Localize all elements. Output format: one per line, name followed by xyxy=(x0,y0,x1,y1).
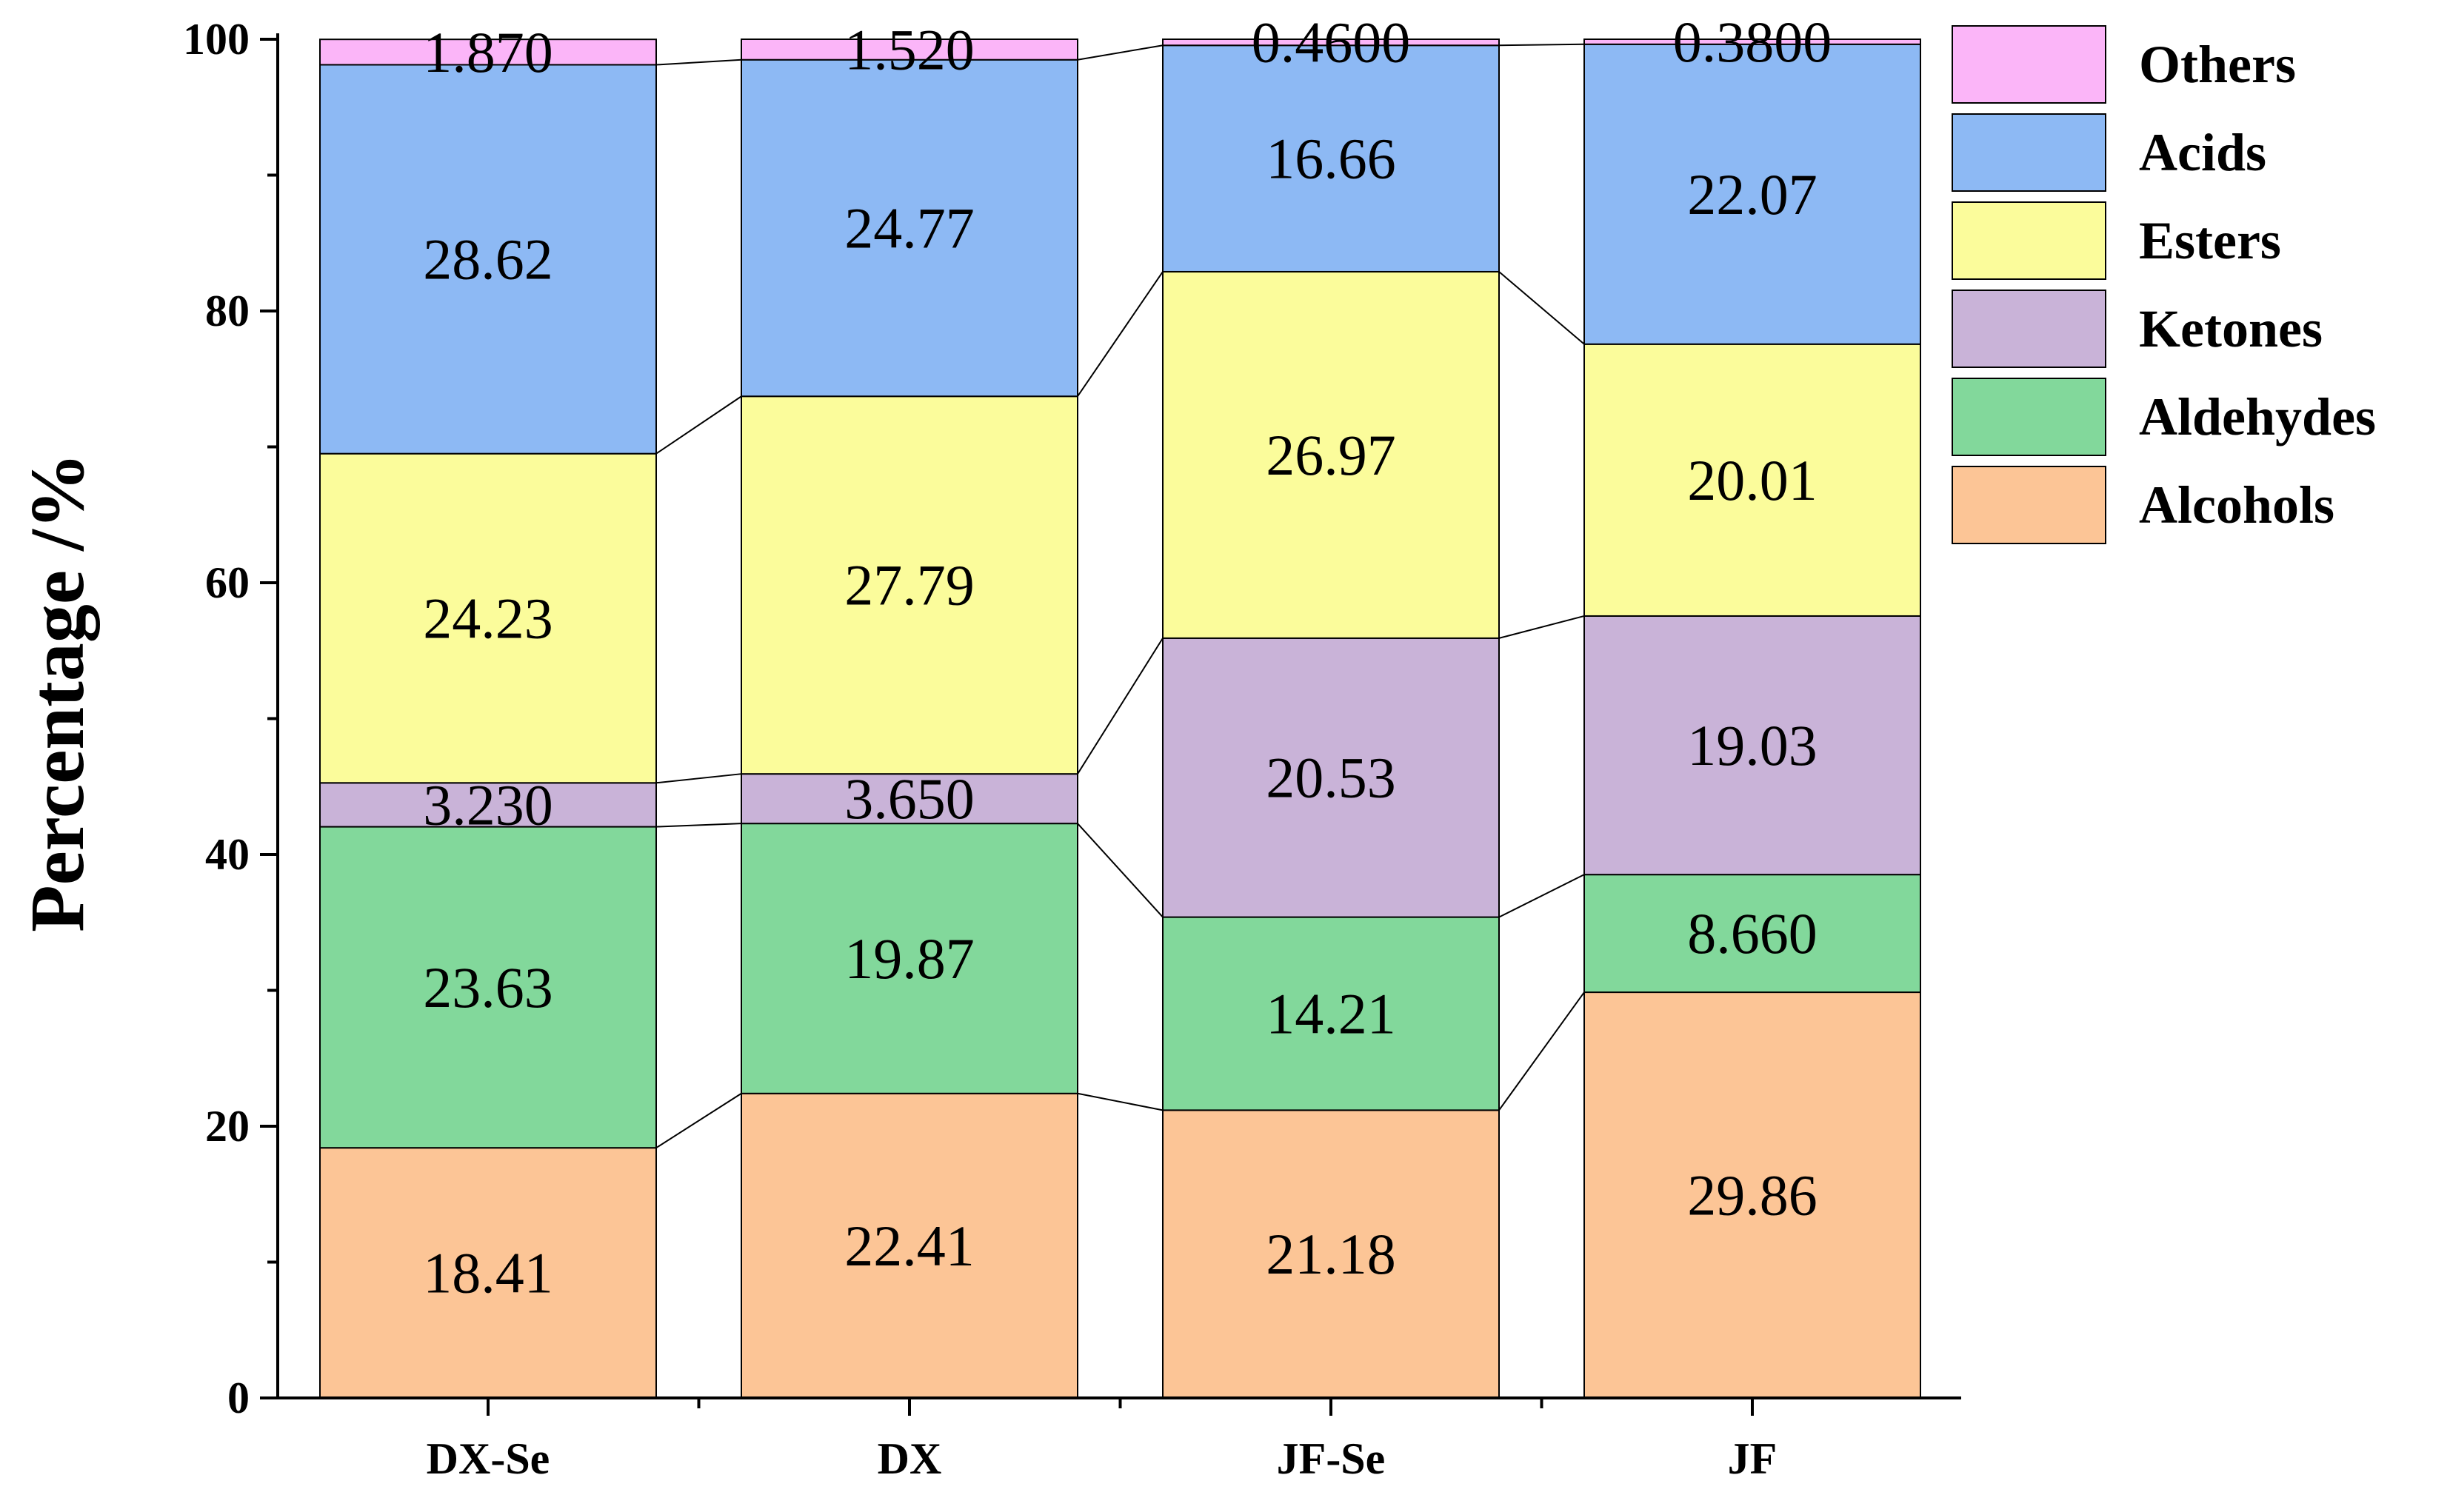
y-tick-label: 100 xyxy=(183,15,250,64)
connector-line xyxy=(655,58,742,66)
bar-segment-aldehydes-jf xyxy=(1583,874,1921,994)
x-tick-label-dx: DX xyxy=(878,1434,942,1483)
bar-segment-alcohols-jf xyxy=(1583,991,1921,1399)
bar-segment-alcohols-dx-se xyxy=(319,1147,657,1399)
connector-line xyxy=(1498,991,1585,1111)
legend-swatch-ketones xyxy=(1952,290,2106,368)
legend-label-others: Others xyxy=(2139,35,2296,94)
bar-segment-esters-jf-se xyxy=(1162,270,1500,639)
data-label-ketones-dx: 3.650 xyxy=(844,766,975,831)
connector-line xyxy=(1077,823,1164,918)
legend-label-acids: Acids xyxy=(2139,123,2266,182)
data-label-others-dx-se: 1.870 xyxy=(423,20,553,84)
bar-segment-others-dx-se xyxy=(319,39,657,66)
data-label-esters-dx-se: 24.23 xyxy=(423,586,553,650)
bar-segment-acids-dx-se xyxy=(319,64,657,455)
data-label-acids-dx: 24.77 xyxy=(844,195,975,260)
legend-swatch-alcohols xyxy=(1952,466,2106,544)
data-label-acids-jf-se: 16.66 xyxy=(1266,127,1396,191)
bar-segment-ketones-jf-se xyxy=(1162,637,1500,918)
legend-swatch-others xyxy=(1952,25,2106,104)
y-tick-label: 40 xyxy=(205,830,250,879)
bar-segment-aldehydes-dx xyxy=(741,823,1078,1094)
y-tick-label: 80 xyxy=(205,287,250,335)
x-tick-label-dx-se: DX-Se xyxy=(427,1434,550,1483)
bar-segment-ketones-dx xyxy=(741,773,1078,825)
connector-line xyxy=(1077,638,1164,775)
x-tick-label-jf-se: JF-Se xyxy=(1277,1434,1386,1483)
bar-segment-esters-dx-se xyxy=(319,452,657,784)
data-label-alcohols-jf-se: 21.18 xyxy=(1266,1222,1396,1286)
data-label-others-dx: 1.520 xyxy=(844,17,975,81)
y-axis-title: Percentage /% xyxy=(15,452,100,932)
data-label-aldehydes-jf: 8.660 xyxy=(1687,901,1818,966)
y-tick-label: 0 xyxy=(227,1374,250,1422)
data-label-aldehydes-dx: 19.87 xyxy=(844,926,975,991)
data-label-alcohols-dx-se: 18.41 xyxy=(423,1241,553,1305)
legend-swatch-esters xyxy=(1952,201,2106,280)
connector-line xyxy=(655,395,742,455)
data-label-aldehydes-jf-se: 14.21 xyxy=(1266,981,1396,1046)
connector-line xyxy=(1077,1092,1164,1111)
y-tick-label: 20 xyxy=(205,1102,250,1151)
data-label-esters-jf-se: 26.97 xyxy=(1266,423,1396,487)
data-label-alcohols-dx: 22.41 xyxy=(844,1214,975,1278)
connector-line xyxy=(655,1092,742,1149)
data-label-esters-jf: 20.01 xyxy=(1687,448,1818,512)
bar-segment-others-dx xyxy=(741,39,1078,61)
bar-segment-ketones-jf xyxy=(1583,615,1921,876)
bar-segment-alcohols-dx xyxy=(741,1092,1078,1399)
data-label-others-jf-se: 0.4600 xyxy=(1252,10,1411,75)
bar-segment-acids-jf xyxy=(1583,43,1921,345)
data-label-ketones-jf-se: 20.53 xyxy=(1266,746,1396,810)
bar-segment-ketones-dx-se xyxy=(319,782,657,828)
connector-line xyxy=(1077,271,1164,397)
data-label-esters-dx: 27.79 xyxy=(844,553,975,618)
bar-segment-others-jf xyxy=(1583,39,1921,45)
connector-line xyxy=(1077,44,1164,61)
plot-area: 18.41 22.41 21.18 29.86 23.63 19.87 14.21 8.660… xyxy=(183,10,1961,1483)
data-label-aldehydes-dx-se: 23.63 xyxy=(423,955,553,1020)
legend-label-aldehydes: Aldehydes xyxy=(2139,387,2376,446)
connector-line xyxy=(1498,615,1585,639)
connector-line xyxy=(655,773,742,784)
data-label-acids-jf: 22.07 xyxy=(1687,162,1818,227)
connector-line xyxy=(1498,43,1585,47)
data-label-alcohols-jf: 29.86 xyxy=(1687,1163,1818,1228)
connector-line xyxy=(655,823,742,828)
bar-segment-esters-jf xyxy=(1583,343,1921,617)
legend-swatch-acids xyxy=(1952,113,2106,192)
data-label-others-jf: 0.3800 xyxy=(1673,10,1832,74)
x-tick-label-jf: JF xyxy=(1728,1434,1778,1483)
bar-segment-aldehydes-dx-se xyxy=(319,826,657,1149)
bar-segment-acids-dx xyxy=(741,58,1078,398)
legend-swatch-aldehydes xyxy=(1952,378,2106,456)
data-label-ketones-jf: 19.03 xyxy=(1687,713,1818,777)
legend-label-alcohols: Alcohols xyxy=(2139,475,2334,535)
bar-segment-acids-jf-se xyxy=(1162,44,1500,272)
bar-segment-others-jf-se xyxy=(1162,39,1500,47)
legend-label-esters: Esters xyxy=(2139,211,2281,270)
data-label-acids-dx-se: 28.62 xyxy=(423,227,553,292)
data-label-ketones-dx-se: 3.230 xyxy=(423,772,553,837)
y-tick-label: 60 xyxy=(205,558,250,607)
legend: Others Acids Esters Ketones Aldehydes Alcohol… xyxy=(1952,25,2376,544)
connector-line xyxy=(1498,271,1585,345)
connector-line xyxy=(1498,874,1585,918)
bar-segment-aldehydes-jf-se xyxy=(1162,916,1500,1111)
legend-label-ketones: Ketones xyxy=(2139,299,2323,358)
